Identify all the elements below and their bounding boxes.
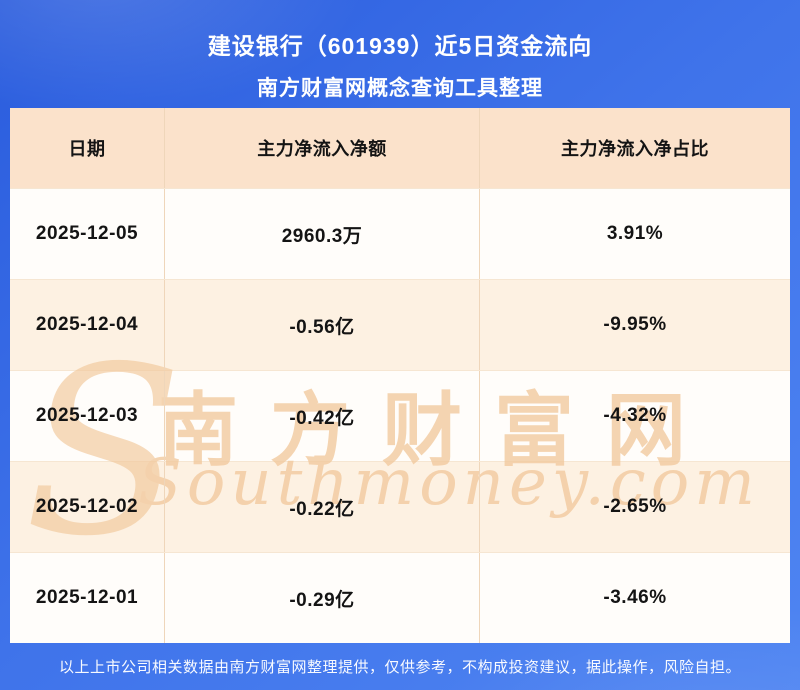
header-cell-date: 日期 bbox=[10, 108, 165, 188]
cell-date: 2025-12-03 bbox=[10, 371, 165, 461]
cell-net-inflow-ratio: -9.95% bbox=[603, 314, 667, 335]
table-row: 2025-12-03 -0.42亿 -4.32% bbox=[10, 370, 790, 461]
header-cell-net-inflow: 主力净流入净额 bbox=[165, 108, 480, 188]
table-row: 2025-12-02 -0.22亿 -2.65% bbox=[10, 461, 790, 552]
table-row: 2025-12-01 -0.29亿 -3.46% bbox=[10, 552, 790, 643]
page-title: 建设银行（601939）近5日资金流向 bbox=[207, 33, 593, 59]
cell-date: 2025-12-05 bbox=[10, 189, 165, 279]
cell-net-inflow-ratio: 3.91% bbox=[606, 223, 664, 244]
fund-flow-table: S 南方财富网 Southmoney.com 日期 主力净流入净额 主力净流入净… bbox=[10, 108, 790, 643]
table-header-row: 日期 主力净流入净额 主力净流入净占比 bbox=[10, 108, 790, 188]
cell-net-inflow: -0.22亿 bbox=[165, 462, 480, 552]
table-row: 2025-12-04 -0.56亿 -9.95% bbox=[10, 279, 790, 370]
cell-date: 2025-12-01 bbox=[10, 553, 165, 643]
cell-net-inflow-ratio: -3.46% bbox=[603, 587, 667, 608]
cell-net-inflow-ratio: -4.32% bbox=[603, 405, 667, 426]
cell-date: 2025-12-04 bbox=[10, 280, 165, 370]
cell-date: 2025-12-02 bbox=[10, 462, 165, 552]
cell-net-inflow-ratio: -2.65% bbox=[603, 496, 667, 517]
cell-net-inflow: -0.42亿 bbox=[165, 371, 480, 461]
title-block: 建设银行（601939）近5日资金流向 南方财富网概念查询工具整理 bbox=[0, 0, 800, 102]
header-cell-net-inflow-ratio: 主力净流入净占比 bbox=[561, 139, 709, 159]
cell-net-inflow: -0.29亿 bbox=[165, 553, 480, 643]
table-row: 2025-12-05 2960.3万 3.91% bbox=[10, 188, 790, 279]
cell-net-inflow: 2960.3万 bbox=[165, 189, 480, 279]
page-subtitle: 南方财富网概念查询工具整理 bbox=[257, 77, 543, 100]
cell-net-inflow: -0.56亿 bbox=[165, 280, 480, 370]
disclaimer-text: 以上上市公司相关数据由南方财富网整理提供，仅供参考，不构成投资建议，据此操作，风… bbox=[58, 659, 741, 676]
